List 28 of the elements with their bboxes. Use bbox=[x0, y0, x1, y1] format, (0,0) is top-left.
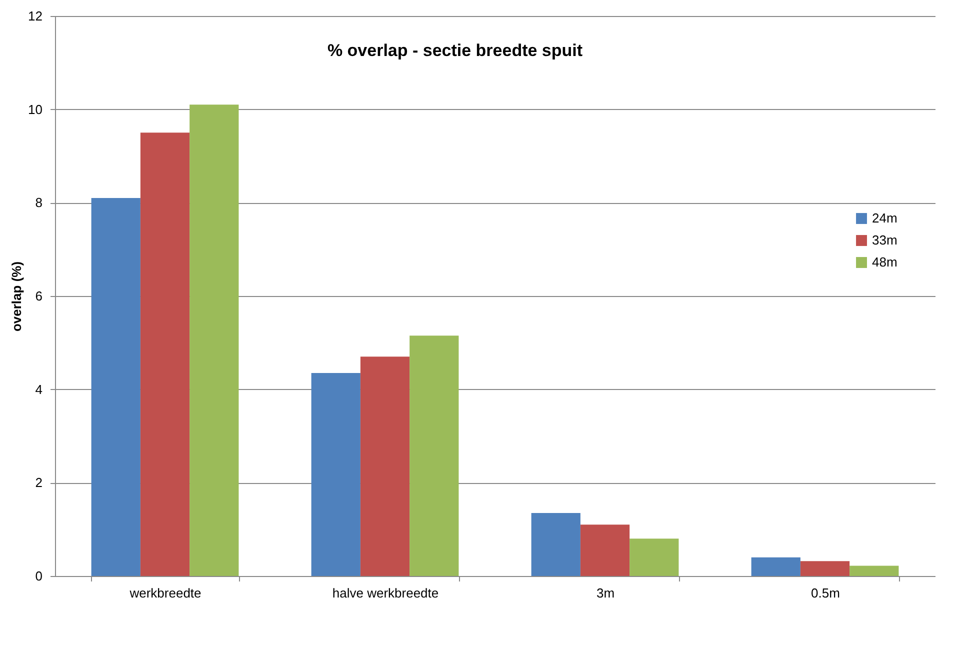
bar bbox=[140, 132, 190, 576]
y-tick-label: 8 bbox=[35, 195, 42, 210]
y-tick-label: 4 bbox=[35, 382, 42, 397]
bar bbox=[311, 373, 360, 576]
bar bbox=[850, 566, 899, 576]
bar bbox=[190, 104, 239, 576]
x-tick-label: 0.5m bbox=[811, 586, 840, 600]
y-tick-label: 0 bbox=[35, 568, 42, 584]
bar bbox=[751, 557, 800, 576]
bar bbox=[800, 561, 850, 576]
legend-label: 48m bbox=[872, 254, 898, 270]
bar bbox=[91, 198, 140, 576]
y-axis-title: overlap (%) bbox=[9, 261, 24, 332]
x-tick-label: 3m bbox=[596, 586, 615, 600]
x-tick-label: werkbreedte bbox=[128, 586, 202, 600]
y-tick-label: 12 bbox=[28, 8, 42, 24]
legend-label: 24m bbox=[872, 210, 898, 226]
bar bbox=[630, 538, 679, 576]
bar bbox=[410, 336, 459, 576]
y-tick-label: 2 bbox=[35, 475, 42, 490]
text: % overlap - sectie breedte spuit bbox=[327, 41, 583, 60]
x-tick-label: halve werkbreedte bbox=[332, 586, 439, 600]
bar bbox=[531, 513, 580, 576]
y-tick-label: 6 bbox=[35, 288, 42, 304]
legend-label: 33m bbox=[872, 232, 898, 248]
bar bbox=[360, 356, 410, 576]
y-tick-label: 10 bbox=[28, 102, 42, 117]
bar bbox=[580, 524, 630, 576]
